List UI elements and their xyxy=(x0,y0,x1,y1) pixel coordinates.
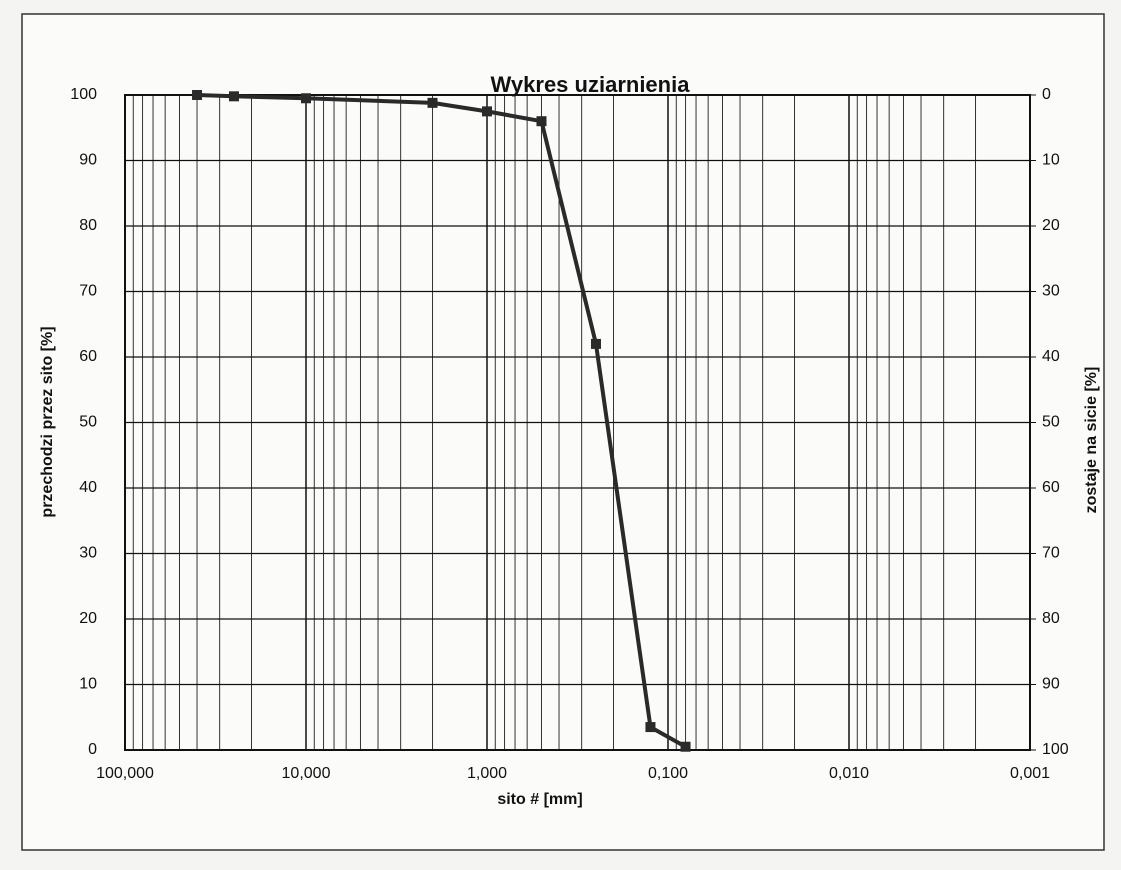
data-point xyxy=(536,116,547,127)
data-point xyxy=(680,741,691,752)
y2-tick-label: 80 xyxy=(1042,610,1060,627)
y-tick-label: 90 xyxy=(79,152,97,169)
x-tick-label: 100,000 xyxy=(96,765,154,782)
y2-tick-label: 100 xyxy=(1042,741,1069,758)
data-point xyxy=(427,97,438,108)
y-tick-label: 70 xyxy=(79,283,97,300)
y2-axis-label: zostaje na sicie [%] xyxy=(1083,367,1100,514)
y2-tick-label: 0 xyxy=(1042,86,1051,103)
x-tick-label: 0,100 xyxy=(648,765,688,782)
y-tick-label: 30 xyxy=(79,545,97,562)
y-tick-label: 60 xyxy=(79,348,97,365)
y2-tick-label: 60 xyxy=(1042,479,1060,496)
data-point xyxy=(590,338,601,349)
data-point xyxy=(645,722,656,733)
y-tick-label: 80 xyxy=(79,217,97,234)
chart-title: Wykres uziarnienia xyxy=(491,72,691,97)
data-point xyxy=(482,106,492,117)
y-axis-label: przechodzi przez sito [%] xyxy=(39,326,56,517)
y2-tick-label: 50 xyxy=(1042,414,1060,431)
x-tick-label: 1,000 xyxy=(467,765,507,782)
y-tick-label: 10 xyxy=(79,676,97,693)
data-point xyxy=(228,91,239,102)
x-tick-label: 10,000 xyxy=(282,765,331,782)
y-tick-label: 0 xyxy=(88,741,97,758)
y2-tick-label: 70 xyxy=(1042,545,1060,562)
x-tick-label: 0,010 xyxy=(829,765,869,782)
y-tick-label: 40 xyxy=(79,479,97,496)
y2-tick-label: 40 xyxy=(1042,348,1060,365)
plot-frame xyxy=(124,94,1031,751)
x-tick-label: 0,001 xyxy=(1010,765,1050,782)
data-point xyxy=(192,90,203,100)
y-tick-label: 100 xyxy=(70,86,97,103)
chart-frame xyxy=(21,13,1105,851)
x-axis-label: sito # [mm] xyxy=(497,791,582,808)
y-tick-label: 50 xyxy=(79,414,97,431)
y2-tick-label: 30 xyxy=(1042,283,1060,300)
y2-tick-label: 10 xyxy=(1042,152,1060,169)
y2-tick-label: 20 xyxy=(1042,217,1060,234)
y2-tick-label: 90 xyxy=(1042,676,1060,693)
y-tick-label: 20 xyxy=(79,610,97,627)
data-point xyxy=(301,93,311,104)
